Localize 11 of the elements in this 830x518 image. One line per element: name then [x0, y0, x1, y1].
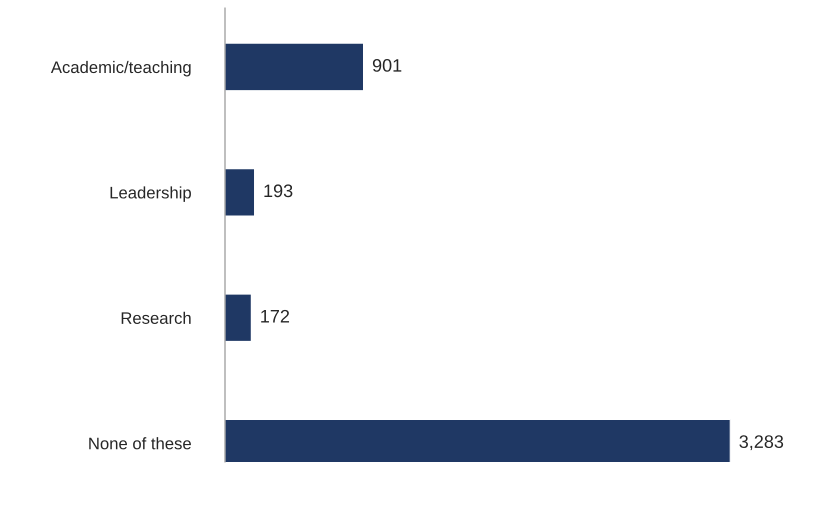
data-label: 3,283 — [739, 435, 784, 450]
bar — [225, 168, 256, 217]
bar — [225, 293, 252, 342]
bar — [225, 42, 364, 92]
data-label: 193 — [264, 184, 292, 198]
y-tick-label: Leadership — [110, 186, 191, 202]
data-label: 172 — [261, 310, 290, 322]
y-tick-label: Research — [122, 312, 191, 324]
data-label: 901 — [372, 59, 402, 72]
y-tick-label: None of these — [89, 437, 191, 450]
y-tick-label: Academic/teaching — [50, 60, 191, 76]
